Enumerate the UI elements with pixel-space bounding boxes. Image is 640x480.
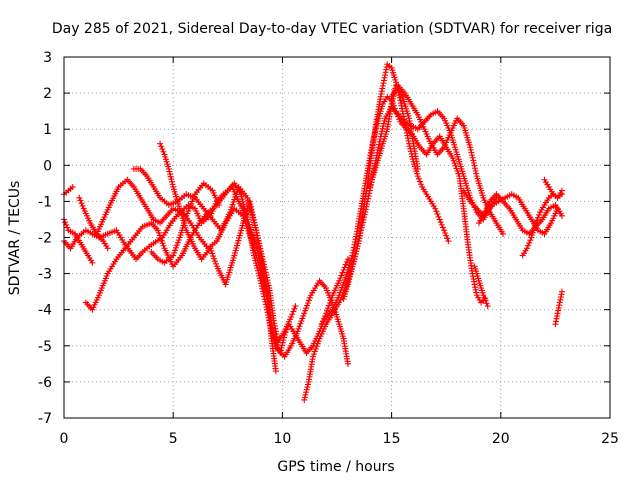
series-markers	[301, 61, 452, 403]
x-tick-label: 15	[383, 431, 401, 447]
y-tick-label: -3	[38, 267, 52, 283]
series-markers	[541, 176, 565, 201]
series-track-1	[61, 183, 76, 198]
y-tick-label: -7	[38, 411, 52, 427]
y-axis-label: SDTVAR / TECUs	[7, 181, 23, 296]
series-markers	[61, 183, 76, 198]
series-track-17	[471, 263, 491, 310]
y-tick-label: -6	[38, 375, 52, 391]
x-tick-label: 0	[60, 431, 69, 447]
x-tick-label: 10	[273, 431, 291, 447]
x-tick-labels: 0 5 10 15 20 25	[60, 431, 619, 447]
tick-marks	[63, 56, 611, 419]
y-tick-label: 0	[43, 158, 52, 174]
y-tick-labels: -7 -6 -5 -4 -3 -2 -1 0 1 2 3	[38, 50, 52, 427]
series-markers	[552, 288, 565, 328]
series-track-10	[301, 61, 452, 403]
series-track-4	[76, 194, 111, 252]
series-markers	[157, 140, 279, 375]
y-tick-label: -1	[38, 194, 52, 210]
series-track-18	[519, 191, 565, 259]
y-tick-label: -2	[38, 231, 52, 247]
series-track-19	[541, 176, 565, 201]
series-track-15	[460, 187, 565, 237]
x-tick-label: 25	[601, 431, 619, 447]
y-tick-label: 2	[43, 86, 52, 102]
series-track-8	[157, 140, 279, 375]
series-markers	[519, 191, 565, 259]
series-track-20	[552, 288, 565, 328]
data-layer	[61, 61, 565, 403]
x-tick-label: 5	[169, 431, 178, 447]
y-tick-label: -4	[38, 303, 52, 319]
series-track-9	[148, 180, 223, 266]
grid	[64, 57, 610, 418]
chart-title: Day 285 of 2021, Sidereal Day-to-day VTE…	[52, 21, 612, 37]
y-tick-label: -5	[38, 339, 52, 355]
y-tick-label: 1	[43, 122, 52, 138]
series-markers	[471, 263, 491, 310]
y-tick-label: 3	[43, 50, 52, 66]
x-tick-label: 20	[492, 431, 510, 447]
x-axis-label: GPS time / hours	[277, 459, 394, 475]
series-markers	[148, 180, 223, 266]
